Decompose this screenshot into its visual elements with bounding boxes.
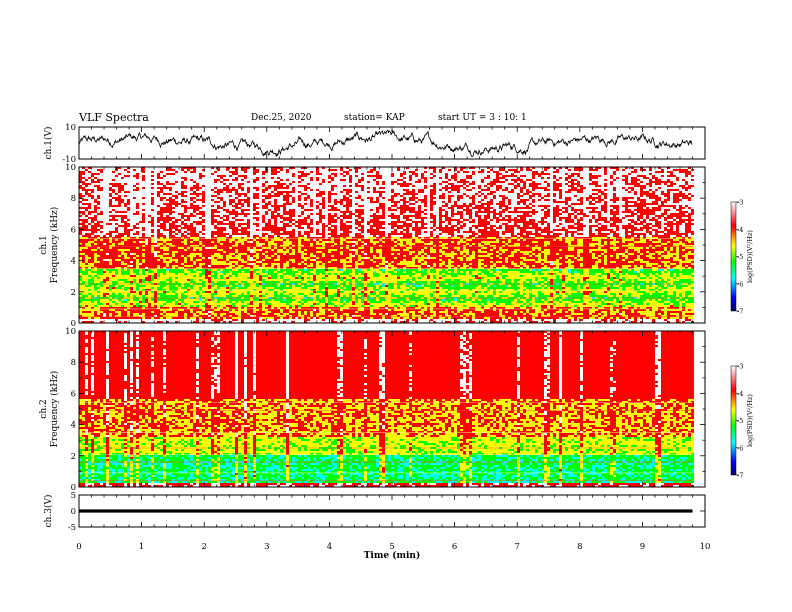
axis-labels: Time (min)ch.1(V)ch.3(V)ch.1 Frequency (k…: [39, 127, 420, 561]
y-tick-label: 6: [71, 389, 76, 399]
y-tick-label: 2: [71, 452, 76, 462]
spectrogram-ylabel: ch.1: [39, 235, 49, 254]
colorbar-tick-label: -5: [737, 417, 743, 425]
start-ut-label: start UT = 3 : 10: 1: [438, 113, 527, 123]
x-tick-label: 9: [640, 542, 645, 552]
colorbar-tick-label: -4: [737, 226, 743, 234]
colorbar-tick-label: -3: [737, 363, 743, 371]
ch1-trace: [78, 129, 693, 158]
y-tick-label: 0: [71, 319, 76, 329]
colorbar: [730, 365, 737, 476]
x-tick-label: 0: [76, 542, 81, 552]
ch1-spectrogram-panel: [79, 167, 705, 323]
x-axis-label: Time (min): [364, 550, 421, 561]
x-tick-label: 7: [514, 542, 519, 552]
ch1-waveform-panel: [78, 129, 693, 158]
colorbar-tick-label: -3: [737, 199, 743, 207]
y-tick-label: 0: [71, 507, 76, 517]
spectrogram-ylabel: Frequency (kHz): [49, 207, 60, 284]
y-tick-label: 5: [71, 491, 76, 501]
x-tick-label: 6: [452, 542, 457, 552]
x-tick-label: 2: [201, 542, 206, 552]
station-label: station= KAP: [344, 113, 405, 123]
chart-title: VLF Spectra: [79, 111, 149, 124]
ch3-trace: [79, 509, 693, 513]
y-tick-label: 2: [71, 288, 76, 298]
y-tick-label: 10: [65, 327, 76, 337]
x-tick-label: 5: [389, 542, 394, 552]
y-tick-label: 8: [71, 358, 76, 368]
colorbar-tick-label: -6: [737, 280, 743, 288]
spectrogram-ylabel: Frequency (kHz): [49, 371, 60, 448]
x-tick-label: 10: [700, 542, 711, 552]
waveform-ylabel: ch.3(V): [43, 495, 54, 528]
y-tick-label: 0: [71, 483, 76, 493]
colorbar-tick-label: -4: [737, 390, 743, 398]
colorbar-label: log(PSD)(V²/Hz): [746, 394, 754, 447]
date-label: Dec.25, 2020: [251, 113, 312, 123]
colorbars: -3 -4 -5 -6 -7 log(PSD)(V²/Hz) -3 -4 -5 -6 -7 log(P…: [730, 199, 754, 480]
y-tick-label: -10: [62, 155, 76, 165]
y-tick-label: 6: [71, 225, 76, 235]
colorbar-tick-label: -5: [737, 253, 743, 261]
x-tick-label: 8: [577, 542, 582, 552]
y-tick-label: 8: [71, 194, 76, 204]
ch3-waveform-panel: [79, 509, 693, 513]
colorbar-label: log(PSD)(V²/Hz): [746, 230, 754, 283]
y-tick-label: 10: [65, 123, 76, 133]
colorbar-tick-label: -7: [737, 308, 743, 316]
x-tick-label: 3: [264, 542, 269, 552]
colorbar-tick-label: -7: [737, 472, 743, 480]
y-tick-label: -5: [68, 523, 76, 533]
colorbar-tick-label: -6: [737, 444, 743, 452]
waveform-ylabel: ch.1(V): [43, 127, 54, 160]
ch2-spectrogram-panel: [79, 331, 705, 487]
colorbar: [730, 201, 737, 312]
spectrogram-ylabel: ch.2: [39, 399, 49, 418]
x-tick-label: 4: [327, 542, 332, 552]
y-tick-label: 4: [71, 257, 76, 267]
y-tick-label: 4: [71, 421, 76, 431]
x-tick-label: 1: [139, 542, 144, 552]
y-tick-label: 10: [65, 163, 76, 173]
